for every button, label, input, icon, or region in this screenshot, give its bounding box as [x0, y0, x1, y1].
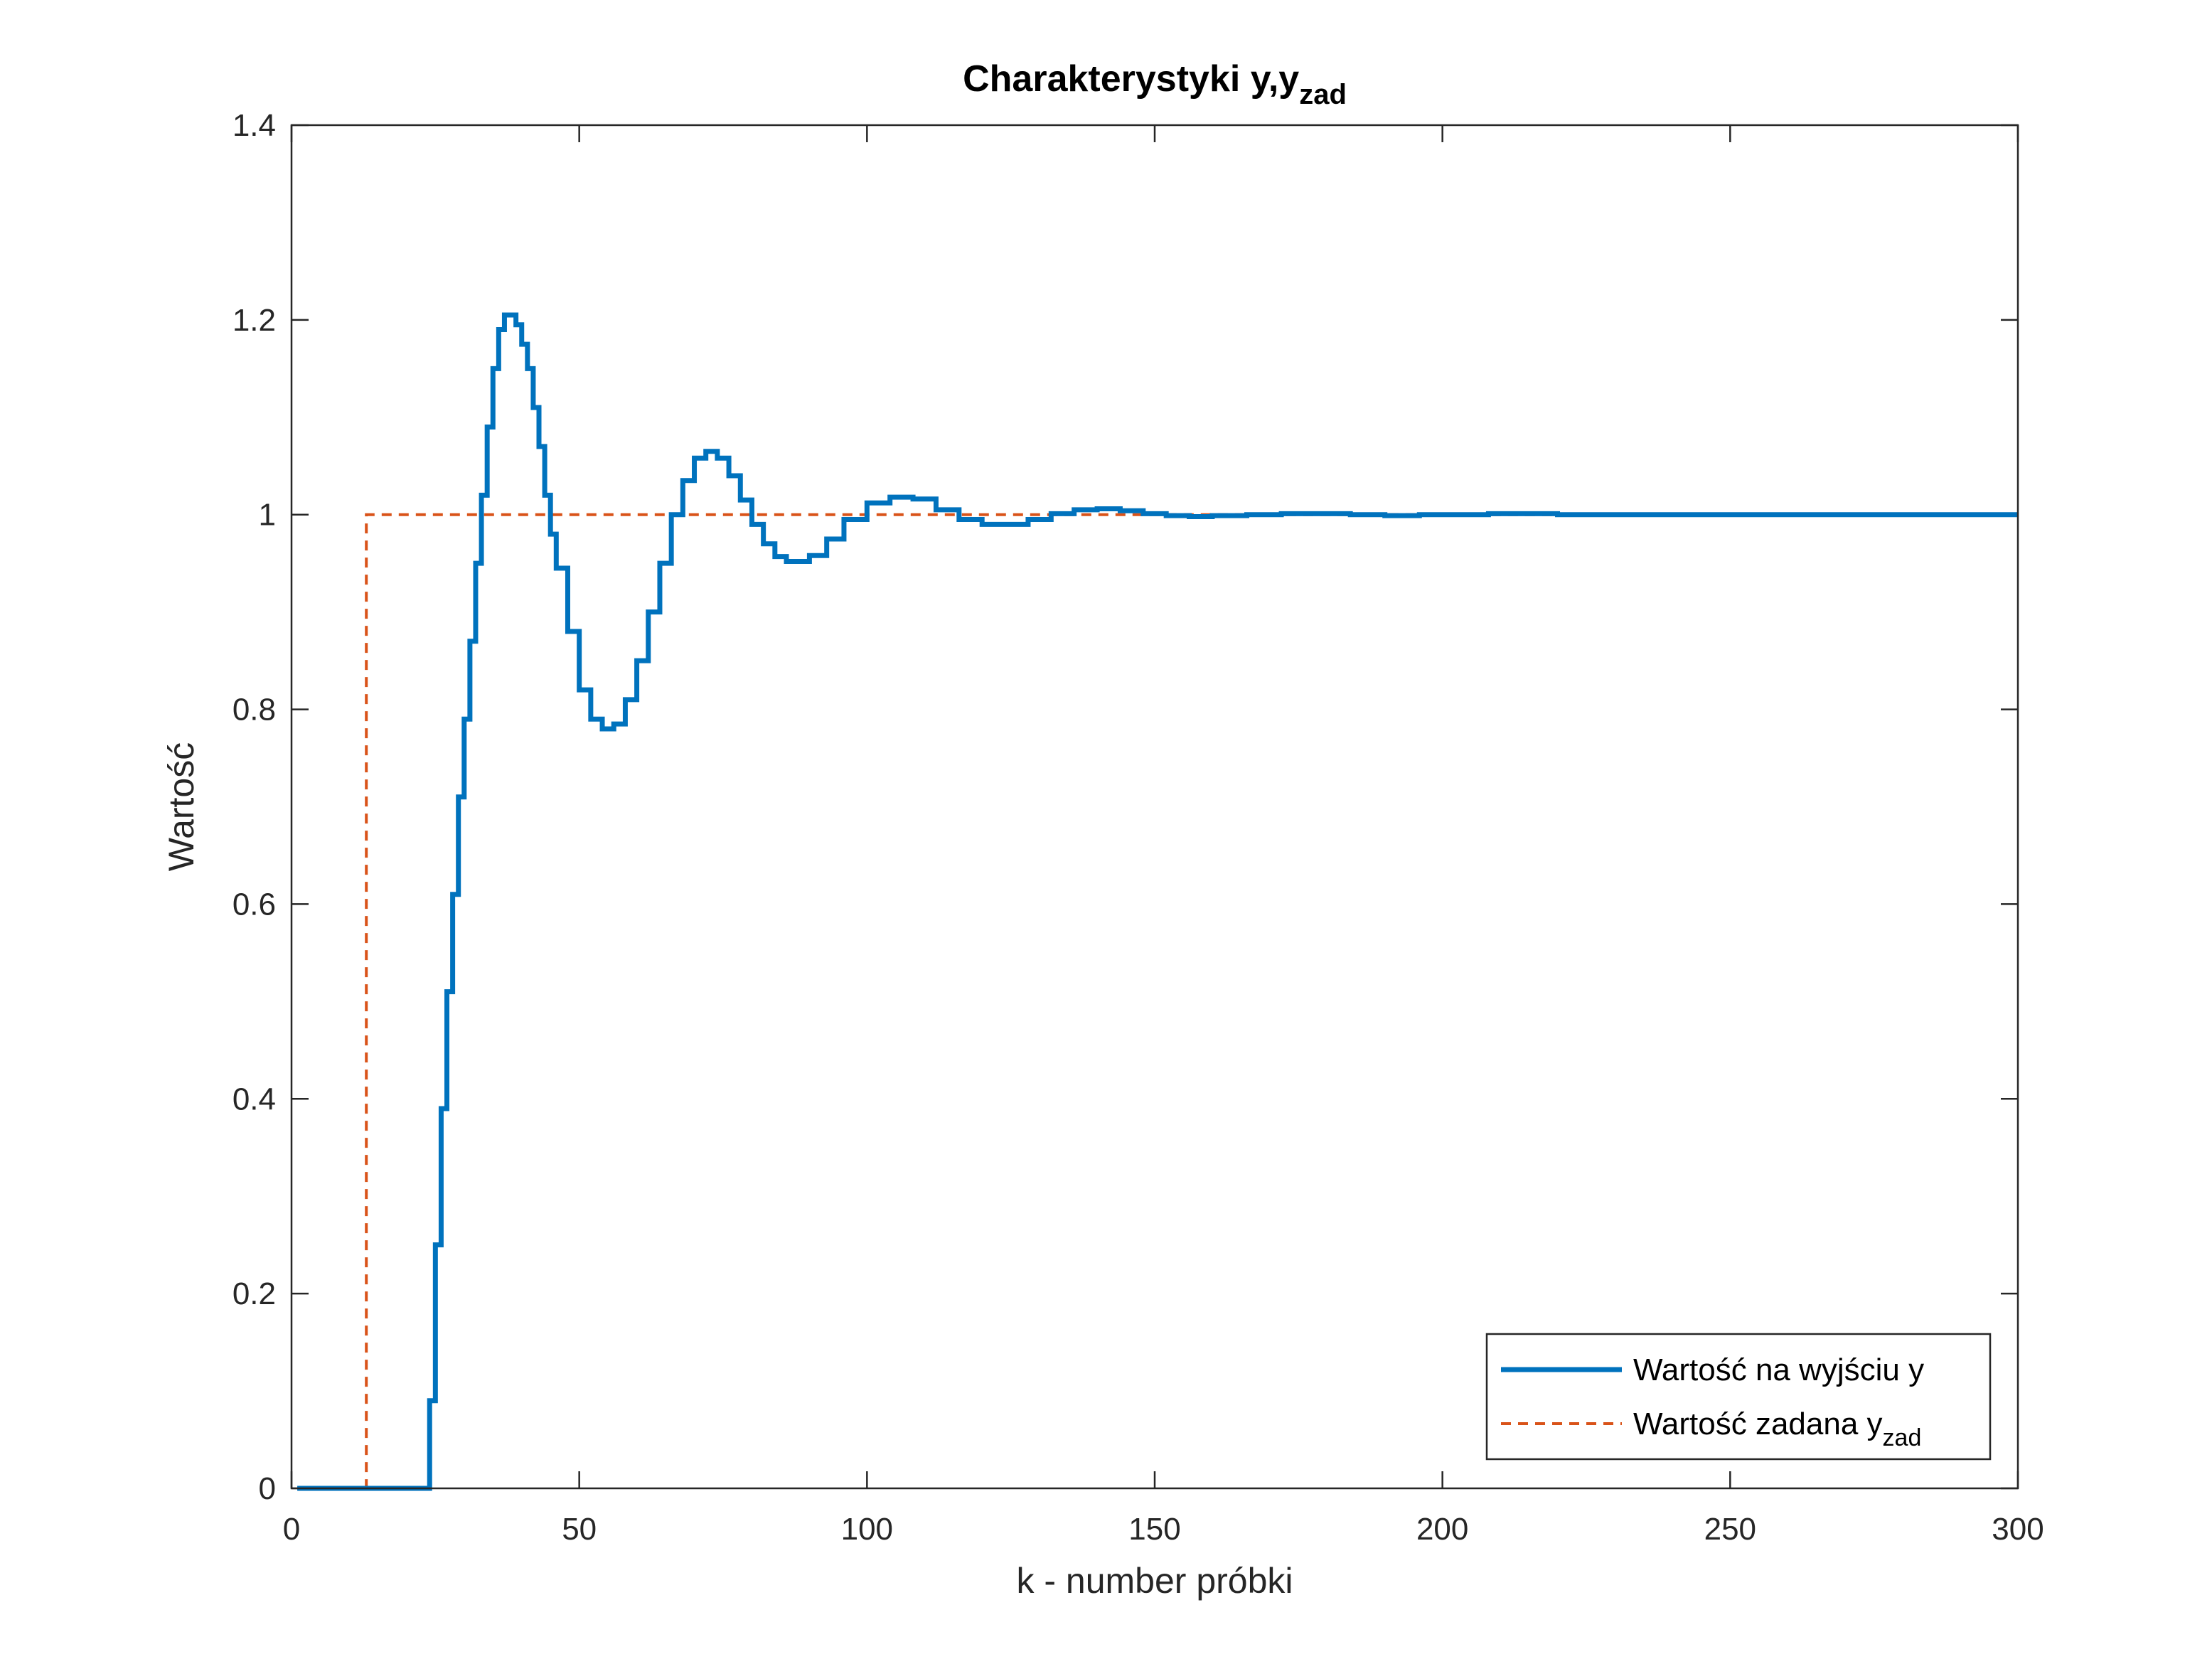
y-tick-label: 0.6 [233, 887, 276, 922]
x-tick-label: 300 [1992, 1512, 2043, 1547]
chart-title-subscript: zad [1299, 79, 1347, 110]
y-tick-label: 0.8 [233, 693, 276, 727]
y-tick-label: 1 [259, 498, 276, 533]
legend: Wartość na wyjściu y Wartość zadana yzad [1485, 1333, 1992, 1461]
y-tick-label: 0.2 [233, 1276, 276, 1311]
legend-label: Wartość zadana yzad [1633, 1407, 1921, 1451]
chart-title: Charakterystyki y,yzad [963, 58, 1347, 110]
x-tick-label: 150 [1128, 1512, 1180, 1547]
x-tick-label: 250 [1704, 1512, 1756, 1547]
y-tick-label: 1.4 [233, 108, 276, 143]
x-tick-label: 100 [841, 1512, 893, 1547]
series-line-output [297, 312, 2018, 1491]
y-tick-label: 0 [259, 1471, 276, 1506]
y-tick-label: 0.4 [233, 1082, 276, 1116]
axis-tick-labels: 0 50 100 150 200 250 300 0 0.2 0.4 0.6 0.8 1 1.2 1.4 [233, 108, 2044, 1547]
x-tick-label: 50 [562, 1512, 597, 1547]
plot-area [292, 125, 2018, 1488]
x-tick-label: 0 [283, 1512, 300, 1547]
x-tick-label: 200 [1416, 1512, 1468, 1547]
x-axis-label: k - number próbki [1016, 1561, 1293, 1601]
y-tick-label: 1.2 [233, 303, 276, 338]
y-axis-label: Wartość [161, 742, 201, 872]
chart-title-main: Charakterystyki y,y [963, 58, 1299, 100]
plot-frame [290, 124, 2019, 1490]
chart-title-text: Charakterystyki y,yzad [963, 58, 1347, 110]
legend-box [1485, 1333, 1992, 1461]
legend-label: Wartość na wyjściu y [1633, 1353, 1924, 1387]
